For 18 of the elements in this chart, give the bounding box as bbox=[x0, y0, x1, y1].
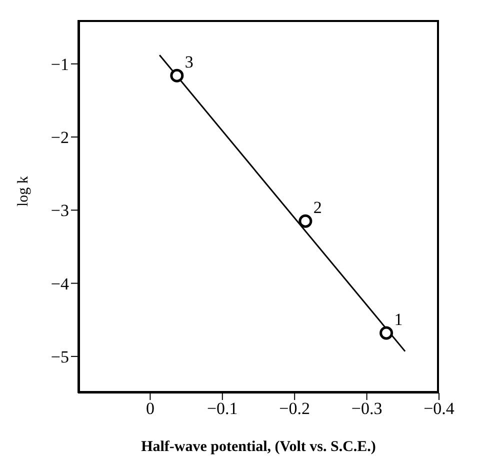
x-tick-label: −0.2 bbox=[279, 399, 310, 418]
x-tick-label: −0.3 bbox=[351, 399, 382, 418]
y-axis-title: log k bbox=[15, 176, 32, 206]
x-tick-label: −0.4 bbox=[424, 399, 455, 418]
annotation: 1 bbox=[394, 310, 403, 330]
point bbox=[170, 68, 184, 82]
annotation: 3 bbox=[184, 52, 194, 72]
x-tick-label: −0.1 bbox=[206, 399, 238, 418]
y-tick-label: −1 bbox=[50, 54, 69, 74]
x-axis-title: Half-wave potential, (Volt vs. S.C.E.) bbox=[141, 439, 376, 455]
point bbox=[380, 326, 394, 340]
y-tick-label: −3 bbox=[50, 201, 69, 220]
x-tick-label: 0 bbox=[146, 399, 154, 418]
y-tick-label: −4 bbox=[50, 274, 70, 294]
point bbox=[298, 214, 312, 228]
annotation: 2 bbox=[313, 198, 322, 218]
y-tick-label: −5 bbox=[50, 347, 69, 366]
y-tick-label: −2 bbox=[50, 128, 69, 148]
